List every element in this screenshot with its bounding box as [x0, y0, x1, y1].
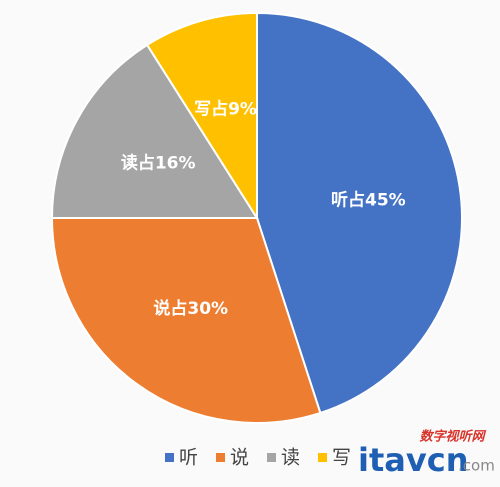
pie-slice: [50, 217, 322, 424]
legend-label: 写: [332, 447, 351, 469]
watermark-brand: itavcn: [358, 441, 468, 479]
legend-label: 读: [281, 447, 300, 469]
data-label: 说占30%: [153, 298, 228, 319]
watermark-suffix: .com: [458, 457, 495, 475]
data-label: 写占9%: [194, 99, 257, 120]
data-label: 听占45%: [331, 189, 406, 210]
legend-label: 听: [179, 447, 198, 469]
legend-label: 说: [230, 447, 249, 469]
legend-swatch: [267, 453, 276, 462]
data-label: 读占16%: [121, 153, 196, 174]
legend-swatch: [165, 453, 174, 462]
legend-swatch: [318, 453, 327, 462]
legend-swatch: [216, 453, 225, 462]
watermark-site: 数字视听网: [419, 429, 486, 445]
pie-slice: [145, 11, 258, 222]
pie-slice: [256, 11, 463, 415]
pie-slice: [50, 43, 259, 219]
